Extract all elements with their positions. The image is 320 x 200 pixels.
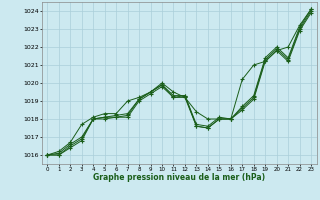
- X-axis label: Graphe pression niveau de la mer (hPa): Graphe pression niveau de la mer (hPa): [93, 173, 265, 182]
